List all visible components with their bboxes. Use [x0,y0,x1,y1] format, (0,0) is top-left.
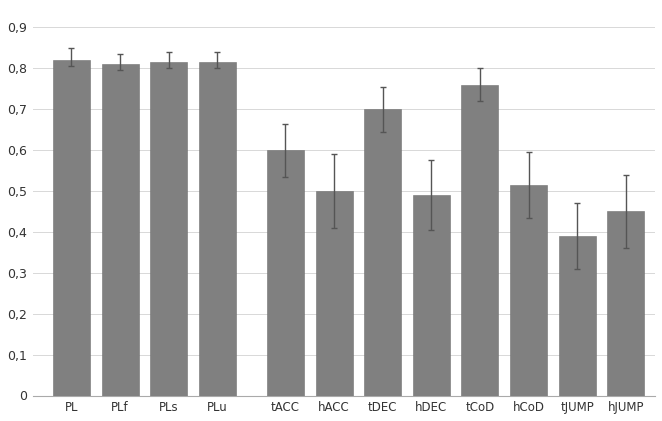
Bar [413,195,449,395]
Bar [608,211,644,395]
Bar [101,64,138,395]
Bar [150,62,187,395]
Bar [559,236,596,395]
Bar [461,85,498,395]
Bar [199,62,236,395]
Bar [53,60,90,395]
Bar [364,109,401,395]
Bar [510,185,547,395]
Bar [316,191,353,395]
Bar [267,150,304,395]
